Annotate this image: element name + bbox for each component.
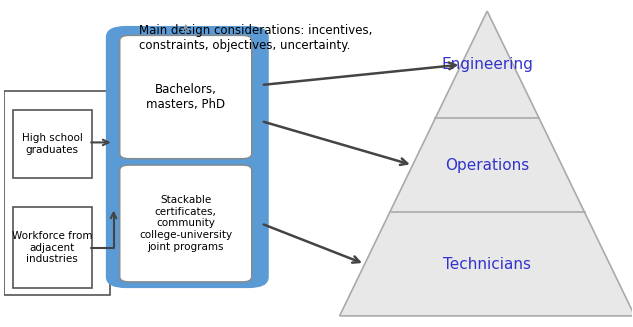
FancyBboxPatch shape — [13, 207, 92, 288]
FancyBboxPatch shape — [107, 27, 267, 287]
Text: High school
graduates: High school graduates — [22, 133, 83, 155]
FancyBboxPatch shape — [120, 35, 252, 159]
Text: Bachelors,
masters, PhD: Bachelors, masters, PhD — [146, 83, 225, 111]
Polygon shape — [339, 11, 633, 316]
Text: Technicians: Technicians — [443, 256, 531, 271]
Text: Workforce from
adjacent
industries: Workforce from adjacent industries — [12, 231, 92, 265]
FancyBboxPatch shape — [120, 165, 252, 282]
FancyBboxPatch shape — [13, 110, 92, 178]
Text: Main design considerations: incentives,
constraints, objectives, uncertainty.: Main design considerations: incentives, … — [139, 24, 372, 52]
Text: Stackable
certificates,
community
college-university
joint programs: Stackable certificates, community colleg… — [139, 195, 232, 252]
Text: Operations: Operations — [445, 158, 529, 173]
Text: Engineering: Engineering — [441, 57, 533, 72]
